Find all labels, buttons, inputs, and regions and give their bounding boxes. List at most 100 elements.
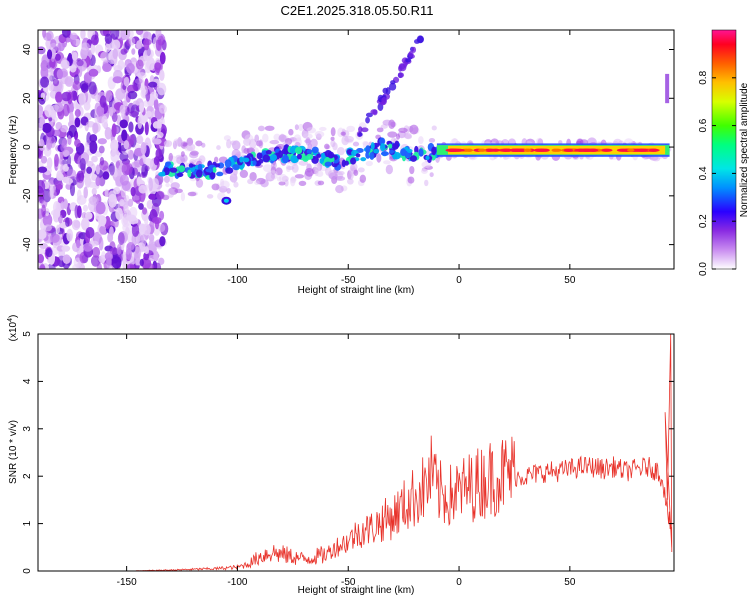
spectrogram-halo-blob	[226, 139, 232, 149]
spectrogram-halo-blob	[421, 161, 432, 168]
spectrogram-noise-blob	[159, 51, 166, 65]
snr-frame	[37, 333, 675, 572]
spectrogram-halo-blob	[352, 141, 360, 147]
spectrogram-ridge-blob	[324, 161, 332, 167]
spectrogram-noise-blob	[85, 227, 95, 239]
spectrogram-noise-blob	[55, 91, 63, 104]
spectrogram-halo-blob	[376, 127, 384, 133]
spectrogram-noise-blob	[54, 180, 64, 189]
spectrogram-noise-blob	[149, 75, 155, 84]
spectrogram-ridge-blob	[360, 157, 367, 162]
spectrogram-ridge-blob	[380, 151, 389, 156]
spectrogram-noise-blob	[135, 30, 144, 36]
spectrogram-y-tick-label: 20	[22, 92, 33, 104]
spectrogram-band-peak	[601, 148, 613, 152]
spectrogram-halo-blob	[316, 170, 324, 177]
snr-x-tick-label: 0	[456, 577, 462, 588]
spectrogram-noise-blob	[85, 121, 96, 128]
spectrogram-noise-blob	[38, 46, 46, 55]
spectrogram-noise-blob	[112, 76, 123, 84]
spectrogram-halo-blob	[167, 187, 175, 198]
spectrogram-noise-blob	[99, 156, 105, 166]
spectrogram-noise-blob	[92, 246, 101, 258]
spectrogram-ridge-blob	[195, 169, 203, 178]
snr-y-scale-prefix: (x10	[8, 321, 19, 341]
spectrogram-noise-blob	[88, 81, 97, 95]
spectrogram-ridge-blob	[391, 143, 399, 150]
spectrogram-noise-blob	[90, 240, 99, 247]
spectrogram-noise-blob	[119, 119, 128, 129]
spectrogram-branch-blob	[416, 35, 424, 44]
spectrogram-noise-blob	[141, 256, 152, 269]
spectrogram-noise-blob	[121, 162, 131, 176]
spectrogram-band-peak	[491, 148, 501, 152]
spectrogram-noise-blob	[122, 204, 130, 214]
spectrogram-noise-blob	[89, 134, 98, 143]
snr-x-tick-label: -50	[341, 577, 356, 588]
spectrogram-noise-blob	[86, 166, 93, 174]
spectrogram-noise-blob	[158, 223, 166, 233]
spectrogram-noise-blob	[111, 111, 118, 123]
spectrogram-noise-blob	[111, 256, 122, 269]
spectrogram-ridge-blob	[165, 161, 170, 168]
spectrogram-panel: -150 -100 -50 0 50 -40 -20 0 20 40 Height of str…	[8, 29, 675, 296]
spectrogram-noise-blob	[156, 82, 167, 96]
spectrogram-noise-blob	[153, 250, 159, 262]
spectrogram-noise-blob	[40, 92, 46, 100]
spectrogram-noise-blob	[99, 95, 107, 108]
spectrogram-branch-blob	[398, 63, 407, 72]
spectrogram-noise-blob	[76, 173, 81, 183]
snr-series-line	[38, 334, 673, 571]
spectrogram-noise-blob	[54, 53, 61, 61]
spectrogram-band-peak	[508, 148, 522, 152]
spectrogram-halo-blob	[269, 139, 280, 145]
spectrogram-noise-blob	[46, 139, 53, 150]
spectrogram-noise-blob	[143, 38, 150, 51]
spectrogram-noise-blob	[123, 76, 130, 87]
spectrogram-noise-blob	[46, 49, 53, 60]
spectrogram-noise-blob	[83, 173, 93, 186]
spectrogram-noise-blob	[86, 131, 92, 146]
spectrogram-noise-blob	[97, 138, 107, 145]
spectrogram-noise-blob	[129, 110, 139, 118]
spectrogram-ridge-blob	[379, 137, 386, 145]
spectrogram-noise-blob	[80, 217, 90, 231]
spectrogram-noise-blob	[159, 236, 166, 247]
spectrogram-noise-blob	[104, 126, 112, 140]
snr-y-label: SNR (10 * v/v)	[8, 420, 19, 484]
spectrogram-branch-blob	[381, 97, 387, 105]
spectrogram-halo-blob	[258, 139, 264, 149]
spectrogram-noise-blob	[111, 123, 117, 137]
spectrogram-noise-blob	[39, 242, 48, 250]
spectrogram-halo-blob	[335, 175, 346, 181]
svg-text:(x104): (x104)	[7, 315, 19, 342]
spectrogram-ridge-blob	[327, 151, 335, 159]
spectrogram-noise-blob	[40, 65, 49, 80]
spectrogram-ridge-blob	[205, 168, 214, 173]
spectrogram-noise-blob	[148, 239, 154, 251]
spectrogram-noise-blob	[55, 224, 61, 234]
spectrogram-ridge-blob	[311, 146, 319, 154]
spectrogram-noise-blob	[110, 149, 120, 163]
spectrogram-noise-blob	[95, 201, 106, 215]
spectrogram-noise-blob	[125, 248, 132, 261]
spectrogram-ridge-blob	[225, 167, 234, 174]
spectrogram-noise-blob	[52, 78, 60, 87]
spectrogram-noise-blob	[144, 246, 149, 255]
spectrogram-halo-blob	[262, 164, 273, 172]
spectrogram-noise-blob	[131, 223, 140, 237]
spectrogram-noise-blob	[126, 263, 135, 269]
spectrogram-ridge-blob	[365, 145, 371, 154]
spectrogram-halo-blob	[187, 191, 197, 197]
spectrogram-noise-blob	[158, 104, 167, 114]
spectrogram-halo-blob	[219, 178, 225, 187]
spectrogram-noise-blob	[65, 178, 74, 185]
spectrogram-halo-blob	[211, 183, 220, 191]
spectrogram-noise-blob	[130, 186, 136, 197]
spectrogram-y-tick-label: 0	[22, 144, 33, 150]
spectrogram-noise-blob	[139, 258, 144, 267]
spectrogram-y-ticks: -40 -20 0 20 40	[22, 44, 674, 252]
spectrogram-noise-blob	[151, 202, 160, 217]
spectrogram-noise-blob	[80, 30, 86, 40]
snr-y-tick-label: 4	[22, 378, 33, 384]
